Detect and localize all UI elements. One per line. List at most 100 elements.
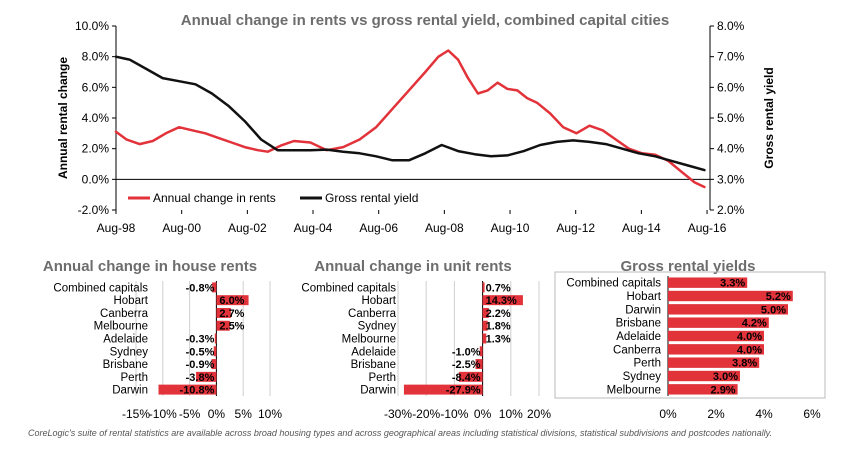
value-label: -0.3% — [186, 334, 215, 346]
value-label: -2.5% — [452, 359, 481, 371]
category-label: Canberra — [100, 308, 149, 320]
category-label: Canberra — [613, 344, 662, 356]
bar — [211, 359, 217, 370]
footnote: CoreLogic's suite of rental statistics a… — [28, 428, 772, 438]
house-rents-chart: Combined capitals -0.8% Hobart 6.0% Canberra… — [53, 281, 282, 421]
x-tick-label: Aug-02 — [228, 221, 267, 235]
footnote-box: CoreLogic's suite of rental statistics a… — [28, 428, 772, 438]
category-label: Melbourne — [342, 334, 396, 346]
right-tick-label: 5.0% — [717, 111, 745, 125]
right-tick-label: 3.0% — [717, 172, 745, 186]
legend-label-yield: Gross rental yield — [325, 191, 418, 205]
value-label: 0.7% — [486, 282, 511, 294]
value-label: 1.8% — [486, 321, 511, 333]
x-tick-label: 0% — [659, 407, 677, 421]
bar — [214, 333, 217, 344]
value-label: 2.2% — [486, 308, 511, 320]
x-tick-label: -30% — [384, 407, 412, 421]
x-tick-label: 20% — [527, 407, 551, 421]
value-label: 3.0% — [713, 371, 738, 383]
value-label: 4.2% — [742, 318, 767, 330]
bar — [482, 307, 489, 318]
bar — [668, 317, 769, 328]
bar — [196, 371, 217, 382]
value-label: 14.3% — [486, 295, 517, 307]
x-tick-label: 10% — [499, 407, 523, 421]
bar — [158, 384, 217, 395]
x-tick-label: Aug-08 — [425, 221, 464, 235]
category-label: Sydney — [110, 346, 149, 358]
legend-label-rents: Annual change in rents — [153, 191, 276, 205]
value-label: -0.9% — [186, 359, 215, 371]
right-tick-label: 8.0% — [717, 19, 745, 33]
value-label: -1.0% — [452, 346, 481, 358]
bar — [668, 330, 764, 342]
unit-rents-chart: Combined capitals 0.7% Hobart 14.3% Canberra… — [301, 281, 551, 421]
value-label: -27.9% — [446, 385, 481, 397]
value-label: -10.8% — [180, 385, 215, 397]
category-label: Perth — [369, 372, 397, 384]
category-label: Hobart — [113, 295, 148, 307]
bar — [212, 282, 217, 293]
right-tick-label: 4.0% — [717, 142, 745, 156]
value-label: 3.8% — [732, 358, 757, 370]
value-label: 6.0% — [219, 295, 244, 307]
category-label: Perth — [634, 358, 662, 370]
bar — [668, 384, 738, 395]
right-tick-label: 7.0% — [717, 50, 745, 64]
main-chart-legend: Annual change in rents Gross rental yiel… — [128, 191, 418, 205]
x-tick-label: Aug-00 — [162, 221, 201, 235]
bar — [482, 333, 487, 344]
category-label: Sydney — [358, 321, 397, 333]
bar — [482, 320, 488, 331]
category-label: Brisbane — [616, 318, 661, 330]
value-label: 3.3% — [720, 278, 745, 290]
right-tick-label: 2.0% — [717, 203, 745, 217]
left-tick-label: 4.0% — [82, 111, 110, 125]
value-label: 5.2% — [766, 291, 791, 303]
value-label: -0.8% — [186, 282, 215, 294]
x-tick-label: -5% — [179, 407, 201, 421]
value-label: 4.0% — [737, 344, 762, 356]
x-tick-label: 10% — [258, 407, 282, 421]
value-label: -3.8% — [186, 372, 215, 384]
value-label: 2.7% — [219, 308, 244, 320]
bar — [668, 290, 793, 302]
category-label: Brisbane — [351, 359, 396, 371]
main-chart-title: Annual change in rents vs gross rental y… — [181, 12, 669, 29]
x-tick-label: -20% — [412, 407, 440, 421]
category-label: Darwin — [360, 385, 396, 397]
value-label: 4.0% — [737, 331, 762, 343]
rent-change-line — [114, 49, 706, 189]
x-tick-label: Aug-12 — [556, 221, 595, 235]
category-label: Adelaide — [103, 334, 148, 346]
category-label: Hobart — [361, 295, 396, 307]
bar — [458, 371, 483, 382]
rental-yields-title: Gross rental yields — [620, 258, 755, 275]
category-label: Combined capitals — [53, 282, 148, 294]
x-tick-label: -10% — [440, 407, 468, 421]
value-label: 5.0% — [761, 304, 786, 316]
x-tick-label: 0% — [208, 407, 226, 421]
left-tick-label: 6.0% — [82, 80, 110, 94]
bar — [668, 370, 740, 382]
x-tick-label: Aug-16 — [688, 221, 727, 235]
category-label: Adelaide — [351, 346, 396, 358]
bar — [668, 304, 788, 315]
rental-yields-frame — [554, 271, 826, 399]
x-tick-label: -10% — [149, 407, 177, 421]
value-label: 2.9% — [711, 384, 736, 396]
x-tick-label: 4% — [755, 407, 773, 421]
main-chart-y2-label: Gross rental yield — [762, 67, 776, 168]
house-rents-title: Annual change in house rents — [43, 258, 257, 275]
x-tick-label: Aug-14 — [622, 221, 661, 235]
x-tick-label: Aug-98 — [97, 221, 136, 235]
category-label: Hobart — [626, 291, 661, 303]
main-chart-y-label: Annual rental change — [56, 57, 70, 179]
unit-rents-title: Annual change in unit rents — [314, 258, 512, 275]
x-tick-label: 0% — [474, 407, 492, 421]
category-label: Darwin — [625, 304, 661, 316]
value-label: -0.5% — [186, 346, 215, 358]
category-label: Melbourne — [94, 321, 148, 333]
